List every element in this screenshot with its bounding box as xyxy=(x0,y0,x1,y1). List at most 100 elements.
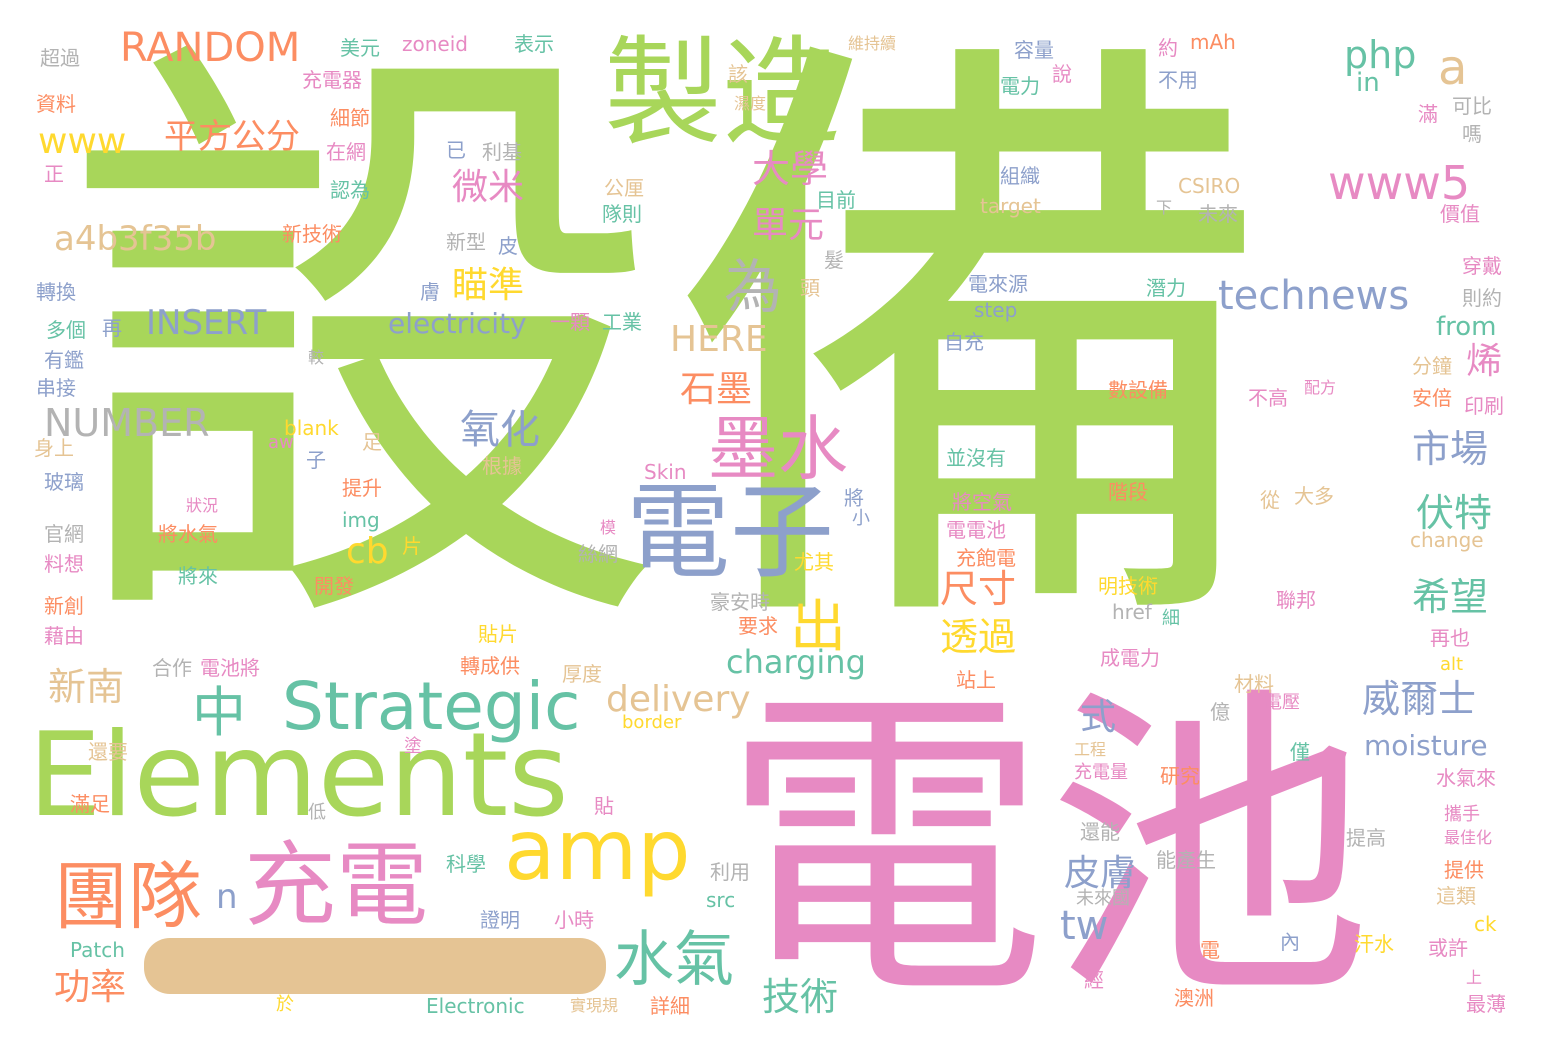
word-轉換: 轉換 xyxy=(36,280,76,304)
word-低: 低 xyxy=(308,802,326,823)
word-要求: 要求 xyxy=(738,614,778,638)
word-目前: 目前 xyxy=(816,188,856,212)
word-電池: 電池 xyxy=(722,660,1372,1039)
word-貼片: 貼片 xyxy=(478,622,518,646)
word-厚度: 厚度 xyxy=(562,662,602,686)
word-ck: ck xyxy=(1474,912,1497,936)
word-php: php xyxy=(1344,33,1417,77)
word-狀況: 狀況 xyxy=(186,496,219,515)
word-大多: 大多 xyxy=(1294,484,1334,508)
word-僅: 僅 xyxy=(1290,740,1310,764)
word-印刷: 印刷 xyxy=(1464,394,1504,418)
word-target: target xyxy=(980,194,1041,218)
word-站上: 站上 xyxy=(956,668,996,692)
word-尤其: 尤其 xyxy=(794,550,834,574)
word-工程: 工程 xyxy=(1074,740,1107,759)
word-於: 於 xyxy=(276,994,294,1015)
word-新技術: 新技術 xyxy=(282,222,342,246)
word-藉由: 藉由 xyxy=(44,624,84,648)
word-還要: 還要 xyxy=(88,740,128,764)
word-from: from xyxy=(1436,312,1497,342)
word-嗎: 嗎 xyxy=(1462,122,1482,146)
word-elements: Elements xyxy=(28,708,569,843)
word-充電: 充電 xyxy=(244,832,429,939)
word-證明: 證明 xyxy=(480,908,520,932)
word-a: a xyxy=(1438,40,1468,96)
word-透過: 透過 xyxy=(940,615,1017,659)
word-設備: 設備 xyxy=(58,0,1278,703)
word-電: 電 xyxy=(1200,938,1220,962)
word-認為: 認為 xyxy=(330,178,370,202)
word-工業: 工業 xyxy=(602,310,642,334)
word-單元: 單元 xyxy=(752,205,825,246)
word-小: 小 xyxy=(852,508,870,529)
word-式: 式 xyxy=(1080,697,1117,738)
word-成電力: 成電力 xyxy=(1100,646,1160,670)
word-再也: 再也 xyxy=(1430,626,1470,650)
word-頭: 頭 xyxy=(800,276,820,300)
word-中: 中 xyxy=(192,681,246,744)
word-電電池: 電電池 xyxy=(946,518,1006,542)
word-充電量: 充電量 xyxy=(1074,762,1128,783)
tan-bar xyxy=(144,938,606,994)
word-平方公分: 平方公分 xyxy=(164,117,300,157)
word-patch: Patch xyxy=(70,938,125,962)
word-根據: 根據 xyxy=(482,454,522,478)
word-random: RANDOM xyxy=(120,25,301,71)
word-新創: 新創 xyxy=(44,594,84,618)
word-img: img xyxy=(342,508,380,532)
word-氧化: 氧化 xyxy=(460,407,540,453)
word-安倍: 安倍 xyxy=(1412,386,1452,410)
word-配方: 配方 xyxy=(1304,378,1337,397)
word-片: 片 xyxy=(402,534,422,558)
word-出: 出 xyxy=(790,595,846,660)
word-n: n xyxy=(216,877,238,917)
word-料想: 料想 xyxy=(44,552,84,576)
word-維持續: 維持續 xyxy=(848,34,897,53)
word-隊則: 隊則 xyxy=(602,202,642,226)
word-in: in xyxy=(1356,68,1380,98)
word-還能: 還能 xyxy=(1080,820,1120,844)
word-technews: technews xyxy=(1218,273,1410,319)
word-細: 細 xyxy=(1162,608,1180,629)
word-價值: 價值 xyxy=(1440,202,1480,226)
word-充電器: 充電器 xyxy=(302,68,362,92)
word-上: 上 xyxy=(1466,968,1483,987)
word-不高: 不高 xyxy=(1248,386,1288,410)
word-轉成供: 轉成供 xyxy=(460,654,520,678)
word-分鐘: 分鐘 xyxy=(1412,354,1452,378)
word-blank: blank xyxy=(284,416,339,440)
word-電壓: 電壓 xyxy=(1264,692,1300,713)
word-製造: 製造 xyxy=(604,24,841,162)
word-不用: 不用 xyxy=(1158,68,1198,92)
word-豪安時: 豪安時 xyxy=(710,590,770,614)
word-小時: 小時 xyxy=(554,908,594,932)
word-團隊: 團隊 xyxy=(54,854,202,940)
word-href: href xyxy=(1112,600,1152,624)
word-電力: 電力 xyxy=(1000,74,1040,98)
word-並沒有: 並沒有 xyxy=(946,446,1006,470)
word-烯: 烯 xyxy=(1466,341,1503,382)
word-在網: 在網 xyxy=(326,140,366,164)
word-該: 該 xyxy=(728,62,748,86)
word-電子: 電子 xyxy=(626,471,835,593)
word-石墨: 石墨 xyxy=(680,369,753,410)
word-charging: charging xyxy=(726,643,866,681)
word-提供: 提供 xyxy=(1444,858,1484,882)
word-aw: aw xyxy=(268,432,294,453)
word-公厘: 公厘 xyxy=(604,176,644,200)
word-一顆: 一顆 xyxy=(550,310,590,334)
word-聯邦: 聯邦 xyxy=(1276,588,1316,612)
word-市場: 市場 xyxy=(1412,427,1489,471)
word-水氣來: 水氣來 xyxy=(1436,766,1496,790)
word-則約: 則約 xyxy=(1462,286,1502,310)
word-將來: 將來 xyxy=(178,564,218,588)
word-串接: 串接 xyxy=(36,376,76,400)
word-伏特: 伏特 xyxy=(1416,491,1493,535)
word-數設備: 數設備 xyxy=(1108,378,1168,402)
word-tw: tw xyxy=(1060,903,1109,949)
word-水氣: 水氣 xyxy=(614,925,734,995)
word-alt: alt xyxy=(1440,654,1464,675)
word-威爾士: 威爾士 xyxy=(1362,677,1477,721)
word-容量: 容量 xyxy=(1014,38,1054,62)
